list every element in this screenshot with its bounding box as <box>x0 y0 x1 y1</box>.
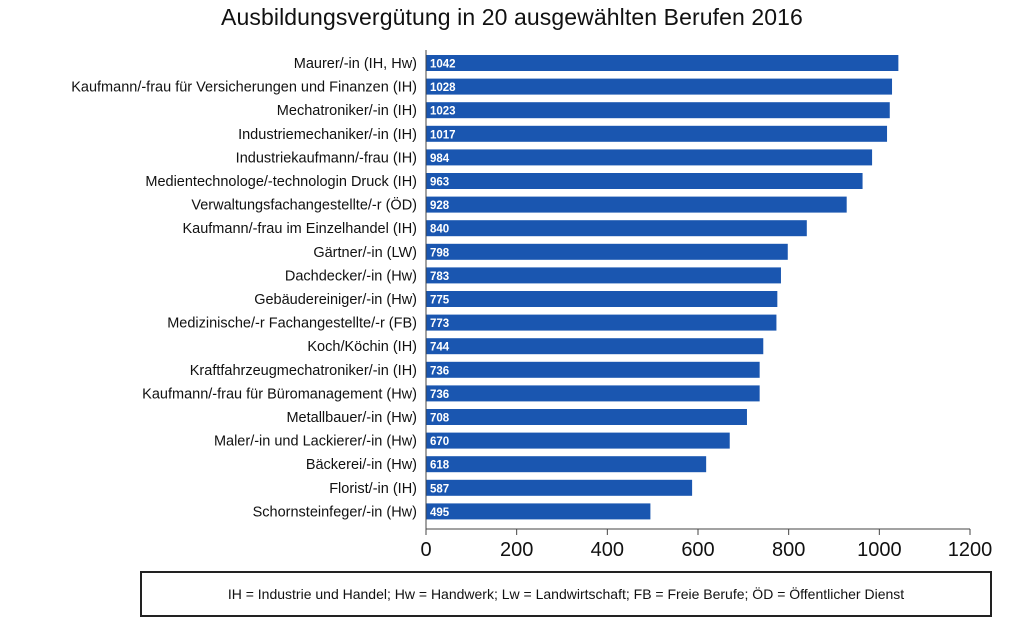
bar <box>426 149 873 166</box>
data-label: 1042 <box>430 59 456 71</box>
x-tick-label: 1200 <box>948 539 993 561</box>
category-label: Kaufmann/-frau im Einzelhandel (IH) <box>182 221 417 237</box>
data-label: 928 <box>430 200 450 212</box>
x-tick-label: 1000 <box>857 539 902 561</box>
x-tick-label: 200 <box>500 539 533 561</box>
bar <box>426 385 760 402</box>
data-label: 1023 <box>430 106 456 118</box>
chart-title: Ausbildungsvergütung in 20 ausgewählten … <box>221 4 803 30</box>
category-label: Kaufmann/-frau für Büromanagement (Hw) <box>142 386 417 402</box>
bar <box>426 432 730 449</box>
data-label: 963 <box>430 177 449 189</box>
data-label: 708 <box>430 413 450 425</box>
category-label: Kaufmann/-frau für Versicherungen und Fi… <box>71 80 417 96</box>
data-label: 984 <box>430 153 450 165</box>
data-label: 775 <box>430 295 450 307</box>
category-label: Florist/-in (IH) <box>329 481 417 497</box>
category-label: Mechatroniker/-in (IH) <box>277 103 417 119</box>
data-label: 773 <box>430 318 449 330</box>
category-label: Industriekaufmann/-frau (IH) <box>236 150 417 166</box>
data-label: 1017 <box>430 129 456 141</box>
category-label: Koch/Köchin (IH) <box>307 339 417 355</box>
data-label: 618 <box>430 460 450 472</box>
category-label: Schornsteinfeger/-in (Hw) <box>253 504 417 520</box>
category-label: Bäckerei/-in (Hw) <box>306 457 417 473</box>
category-label: Verwaltungsfachangestellte/-r (ÖD) <box>191 196 417 214</box>
data-label: 495 <box>430 507 450 519</box>
data-label: 783 <box>430 271 449 283</box>
bar <box>426 267 781 284</box>
data-label: 798 <box>430 247 450 259</box>
bar <box>426 338 764 355</box>
category-label: Gärtner/-in (LW) <box>313 245 417 261</box>
bar <box>426 243 788 260</box>
bar <box>426 314 777 331</box>
bar <box>426 102 890 119</box>
category-label: Maurer/-in (IH, Hw) <box>294 56 417 72</box>
category-label: Kraftfahrzeugmechatroniker/-in (IH) <box>190 363 417 379</box>
data-label: 736 <box>430 365 449 377</box>
data-label: 587 <box>430 483 449 495</box>
bar <box>426 125 888 142</box>
data-label: 736 <box>430 389 449 401</box>
legend-text: IH = Industrie und Handel; Hw = Handwerk… <box>227 586 905 602</box>
bar <box>426 55 899 71</box>
category-label: Medientechnologe/-technologin Druck (IH) <box>145 174 417 190</box>
category-label: Industriemechaniker/-in (IH) <box>238 127 417 143</box>
data-label: 744 <box>430 342 450 354</box>
category-label: Gebäudereiniger/-in (Hw) <box>254 292 417 308</box>
bar <box>426 479 693 496</box>
bar <box>426 361 760 378</box>
bar <box>426 503 651 520</box>
bar <box>426 173 863 189</box>
data-label: 840 <box>430 224 449 236</box>
x-tick-label: 400 <box>591 539 624 561</box>
bar <box>426 456 707 473</box>
bar <box>426 196 847 213</box>
category-label: Medizinische/-r Fachangestellte/-r (FB) <box>167 316 417 332</box>
bar <box>426 78 893 95</box>
x-tick-label: 600 <box>681 539 714 561</box>
x-tick-label: 0 <box>420 539 431 561</box>
bar <box>426 291 778 307</box>
bar <box>426 220 807 237</box>
category-label: Maler/-in und Lackierer/-in (Hw) <box>214 434 417 450</box>
data-label: 670 <box>430 436 449 448</box>
category-label: Dachdecker/-in (Hw) <box>285 268 417 284</box>
bar <box>426 409 747 425</box>
x-tick-label: 800 <box>772 539 805 561</box>
category-label: Metallbauer/-in (Hw) <box>286 410 417 426</box>
data-label: 1028 <box>430 82 456 94</box>
abbreviation-legend: IH = Industrie und Handel; Hw = Handwerk… <box>140 571 992 617</box>
